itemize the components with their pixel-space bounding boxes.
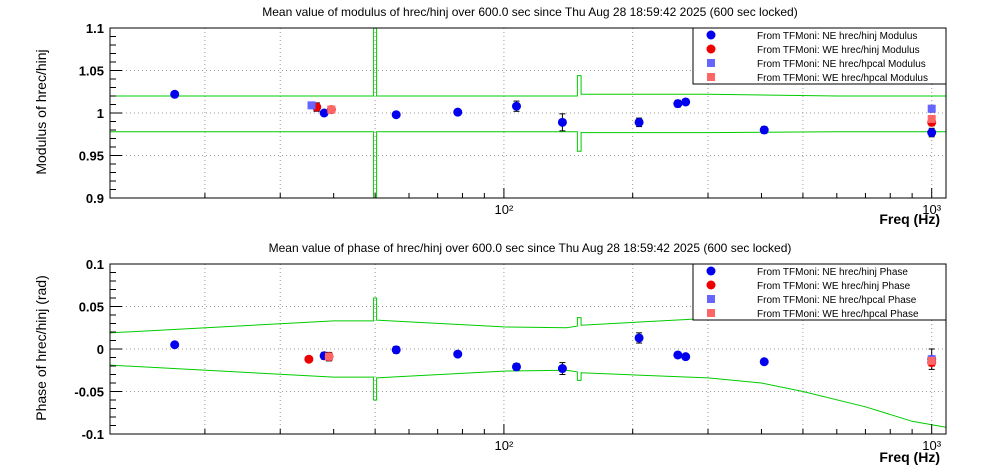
data-point-circle — [681, 97, 691, 107]
legend-marker-square — [707, 309, 715, 317]
data-point-circle — [759, 125, 769, 135]
data-point-square — [927, 104, 936, 113]
modulus-panel: Mean value of modulus of hrec/hinj over … — [33, 5, 947, 227]
phase-panel: Mean value of phase of hrec/hinj over 60… — [33, 241, 947, 465]
data-point-circle — [681, 352, 691, 362]
data-point-square — [307, 101, 316, 110]
legend-marker-circle — [706, 30, 716, 40]
legend-entry-label: From TFMoni: WE hrec/hinj Modulus — [757, 45, 920, 56]
data-point-circle — [557, 117, 567, 127]
modulus-tolerance-bands — [110, 27, 946, 199]
modulus-y-ticks: 0.9 0.95 1 1.05 1.1 — [79, 21, 122, 206]
modulus-x-axis-label: Freq (Hz) — [879, 211, 940, 227]
series-0 — [170, 89, 937, 138]
modulus-data-points — [170, 89, 937, 138]
data-point-circle — [170, 340, 180, 350]
phase-y-ticks: -0.1 -0.05 0 0.05 0.1 — [74, 257, 122, 442]
data-point-circle — [927, 128, 937, 138]
y-tick-label: 1 — [97, 106, 104, 121]
legend-entry-label: From TFMoni: NE hrec/hinj Modulus — [757, 31, 917, 42]
y-tick-label: -0.05 — [74, 385, 104, 400]
series-3 — [324, 352, 936, 365]
data-point-square — [927, 114, 936, 123]
tolerance-band-upper — [110, 27, 946, 97]
legend-entry-label: From TFMoni: NE hrec/hpcal Phase — [757, 295, 917, 306]
legend-marker-square — [707, 59, 715, 67]
legend-marker-circle — [706, 266, 716, 276]
phase-x-ticks: 10² 10³ — [204, 424, 942, 453]
legend-box — [692, 27, 947, 85]
data-point-circle — [511, 362, 521, 372]
legend-marker-square — [707, 73, 715, 81]
x-tick-label: 10³ — [922, 202, 941, 217]
series-0 — [170, 332, 937, 375]
legend-marker-circle — [706, 280, 716, 290]
data-point-circle — [391, 345, 401, 355]
legend-entry-label: From TFMoni: WE hrec/hpcal Phase — [757, 309, 919, 320]
series-1 — [304, 351, 937, 368]
legend-marker-square — [707, 295, 715, 303]
modulus-y-axis-label: Modulus of hrec/hinj — [33, 49, 49, 174]
data-point-circle — [391, 110, 401, 120]
data-point-square — [324, 352, 333, 361]
modulus-x-ticks: 10² 10³ — [204, 188, 942, 217]
phase-y-axis-label: Phase of hrec/hinj (rad) — [33, 275, 49, 421]
data-point-circle — [673, 350, 683, 360]
data-point-circle — [170, 89, 180, 99]
data-point-circle — [673, 99, 683, 109]
data-point-square — [927, 356, 936, 365]
data-point-circle — [304, 354, 314, 364]
data-point-circle — [453, 107, 463, 117]
data-point-circle — [511, 101, 521, 111]
y-tick-label: 1.1 — [86, 21, 104, 36]
x-tick-label: 10³ — [922, 438, 941, 453]
legend-marker-circle — [706, 44, 716, 54]
phase-x-axis-label: Freq (Hz) — [879, 449, 940, 465]
data-point-square — [327, 105, 336, 114]
series-2 — [307, 101, 936, 113]
modulus-chart-title: Mean value of modulus of hrec/hinj over … — [262, 5, 797, 19]
x-tick-label: 10² — [495, 438, 514, 453]
data-point-circle — [634, 333, 644, 343]
y-tick-label: -0.1 — [82, 427, 104, 442]
y-tick-label: 0.1 — [86, 257, 104, 272]
data-point-circle — [319, 108, 329, 118]
y-tick-label: 1.05 — [79, 64, 104, 79]
legend-entry-label: From TFMoni: NE hrec/hpcal Modulus — [757, 59, 926, 70]
tolerance-band-upper — [109, 297, 946, 334]
phase-data-points — [170, 332, 937, 375]
legend-entry-label: From TFMoni: WE hrec/hinj Phase — [757, 281, 911, 292]
tolerance-band-lower — [110, 131, 946, 199]
x-tick-label: 10² — [495, 202, 514, 217]
data-point-circle — [557, 364, 567, 374]
y-tick-label: 0.95 — [79, 149, 104, 164]
data-point-circle — [453, 349, 463, 359]
tolerance-band-lower — [109, 364, 947, 428]
y-tick-label: 0.05 — [79, 300, 104, 315]
data-point-circle — [759, 357, 769, 367]
phase-legend: From TFMoni: NE hrec/hinj Phase From TFMo… — [692, 263, 947, 321]
phase-chart-title: Mean value of phase of hrec/hinj over 60… — [269, 241, 792, 255]
series-3 — [327, 105, 936, 123]
legend-entry-label: From TFMoni: NE hrec/hinj Phase — [757, 267, 908, 278]
data-point-circle — [634, 117, 644, 127]
phase-tolerance-bands — [109, 297, 947, 428]
series-1 — [312, 102, 937, 127]
legend-entry-label: From TFMoni: WE hrec/hpcal Modulus — [757, 73, 928, 84]
y-tick-label: 0 — [97, 342, 104, 357]
legend-box — [692, 263, 947, 321]
modulus-legend: From TFMoni: NE hrec/hinj Modulus From TF… — [692, 27, 947, 85]
y-tick-label: 0.9 — [86, 191, 104, 206]
